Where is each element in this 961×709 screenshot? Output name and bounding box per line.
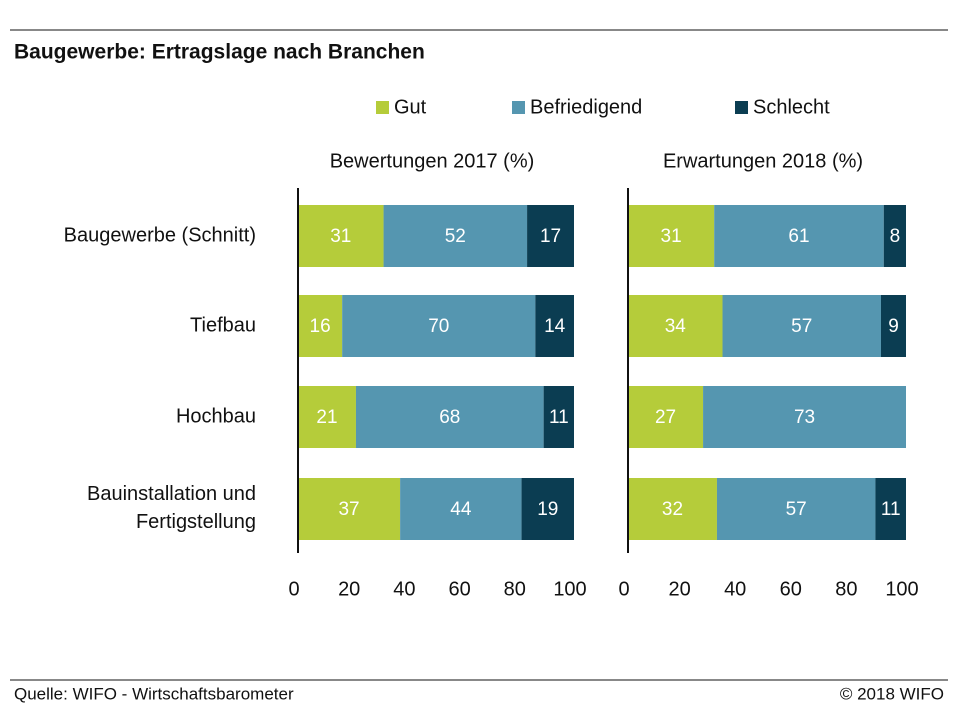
value-label: 32	[662, 499, 683, 520]
value-label: 57	[791, 316, 812, 337]
value-label: 68	[439, 407, 460, 428]
x-tick-label: 100	[553, 578, 586, 600]
legend-swatch	[376, 101, 389, 114]
bar-segment	[400, 478, 522, 540]
bar-segment	[521, 478, 574, 540]
legend-label: Gut	[394, 96, 427, 118]
value-label: 11	[881, 499, 901, 520]
category-label: Baugewerbe (Schnitt)	[64, 224, 256, 246]
bar-segment	[722, 295, 881, 357]
legend-label: Befriedigend	[530, 96, 642, 118]
bar-segment	[383, 205, 528, 267]
bar-segment	[875, 478, 906, 540]
x-tick-label: 100	[885, 578, 918, 600]
bar-segment	[298, 295, 343, 357]
value-label: 17	[540, 226, 561, 247]
category-label: Hochbau	[176, 405, 256, 427]
value-label: 14	[544, 316, 566, 337]
value-label: 21	[316, 407, 337, 428]
x-tick-label: 20	[338, 578, 360, 600]
x-tick-label: 60	[448, 578, 470, 600]
legend-swatch	[735, 101, 748, 114]
x-tick-label: 0	[288, 578, 299, 600]
legend-label: Schlecht	[753, 96, 830, 118]
value-label: 52	[445, 226, 466, 247]
value-label: 34	[665, 316, 687, 337]
x-tick-label: 40	[724, 578, 746, 600]
bar-segment	[298, 205, 384, 267]
value-label: 8	[890, 226, 901, 247]
bar-segment	[703, 386, 906, 448]
x-tick-label: 0	[618, 578, 629, 600]
value-label: 31	[330, 226, 351, 247]
bar-segment	[628, 386, 704, 448]
legend-swatch	[512, 101, 525, 114]
bar-segment	[527, 205, 574, 267]
value-label: 57	[786, 499, 807, 520]
value-label: 70	[428, 316, 449, 337]
value-label: 31	[661, 226, 682, 247]
value-label: 27	[655, 407, 676, 428]
value-label: 44	[450, 499, 472, 520]
value-label: 11	[549, 407, 569, 428]
source: Quelle: WIFO - Wirtschaftsbarometer	[14, 684, 294, 703]
bar-segment	[880, 295, 906, 357]
value-label: 37	[338, 499, 359, 520]
x-tick-label: 60	[780, 578, 802, 600]
panel-title: Erwartungen 2018 (%)	[663, 150, 863, 172]
value-label: 61	[788, 226, 809, 247]
value-label: 16	[310, 316, 331, 337]
copyright: © 2018 WIFO	[840, 684, 944, 703]
x-tick-label: 20	[668, 578, 690, 600]
value-label: 73	[794, 407, 815, 428]
bar-segment	[628, 205, 715, 267]
bar-segment	[716, 478, 876, 540]
bar-segment	[535, 295, 574, 357]
bar-segment	[714, 205, 884, 267]
category-label: Tiefbau	[190, 314, 256, 336]
bar-segment	[342, 295, 536, 357]
value-label: 19	[537, 499, 558, 520]
value-label: 9	[888, 316, 899, 337]
panel-title: Bewertungen 2017 (%)	[330, 150, 535, 172]
bar-segment	[543, 386, 574, 448]
x-tick-label: 80	[835, 578, 857, 600]
chart-title: Baugewerbe: Ertragslage nach Branchen	[14, 41, 425, 64]
bar-segment	[298, 386, 356, 448]
bar-segment	[883, 205, 906, 267]
x-tick-label: 80	[504, 578, 526, 600]
bar-segment	[355, 386, 544, 448]
bar-segment	[628, 478, 717, 540]
bar-segment	[298, 478, 401, 540]
bar-segment	[628, 295, 723, 357]
category-label: Bauinstallation und Fertigstellung	[87, 483, 256, 533]
x-tick-label: 40	[393, 578, 415, 600]
